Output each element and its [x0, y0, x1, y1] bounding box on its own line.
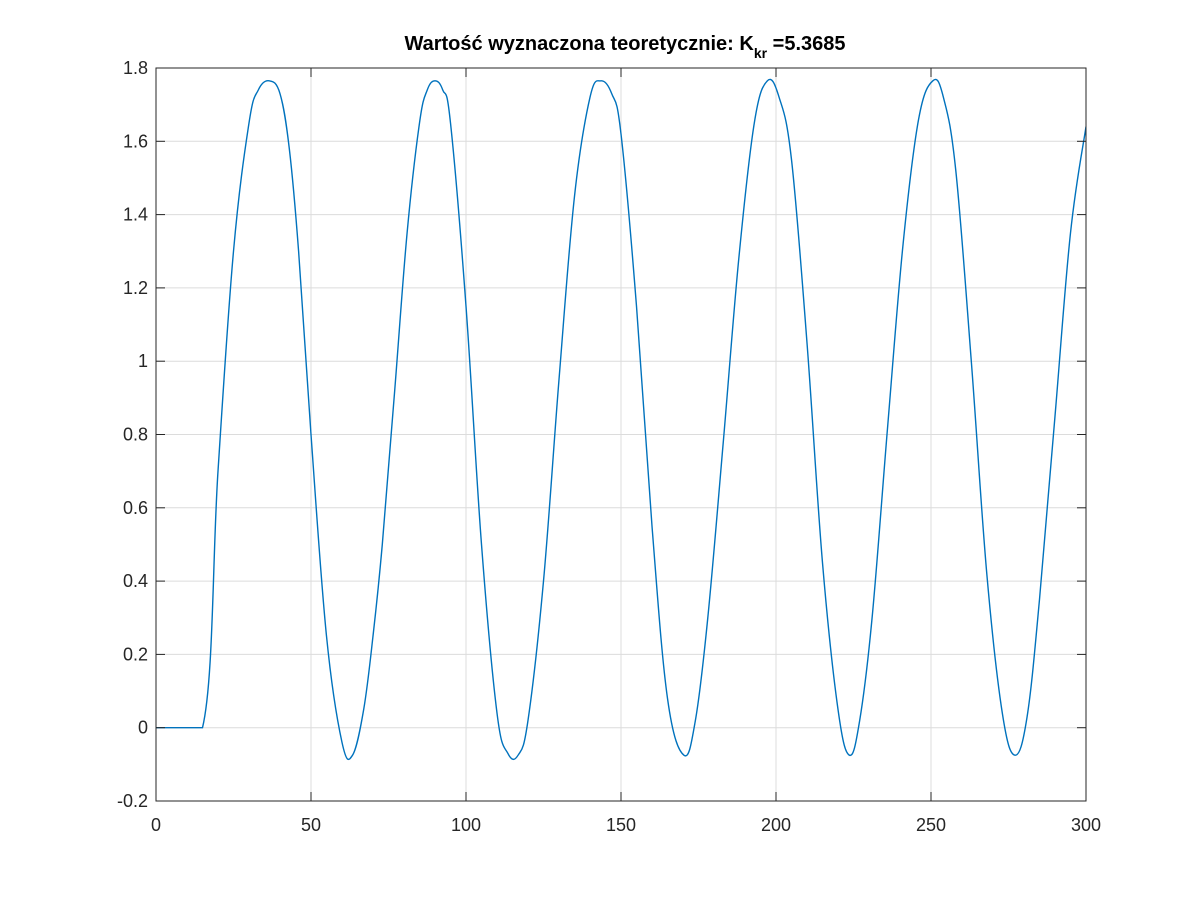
chart-title-suffix: =5.3685 — [767, 33, 845, 55]
chart-title-prefix: Wartość wyznaczona teoretycznie: K — [404, 33, 754, 55]
chart-title-subscript: kr — [754, 45, 768, 61]
y-tick-label: 1.6 — [123, 131, 148, 151]
x-tick-label: 200 — [761, 815, 791, 835]
y-tick-label: 0.2 — [123, 644, 148, 664]
tick-layer — [155, 67, 1087, 802]
y-tick-label: 1.8 — [123, 58, 148, 78]
grid-layer — [156, 68, 1086, 801]
x-tick-label: 100 — [451, 815, 481, 835]
y-tick-label: 0.4 — [123, 571, 148, 591]
x-tick-label: 50 — [301, 815, 321, 835]
y-tick-label: 1.4 — [123, 205, 148, 225]
y-tick-labels: -0.2 0 0.2 0.4 0.6 0.8 1 1.2 1.4 1.6 1.8 — [117, 58, 148, 811]
y-tick-label: -0.2 — [117, 791, 148, 811]
series-layer — [156, 78, 1086, 761]
x-tick-label: 300 — [1071, 815, 1101, 835]
y-tick-label: 0 — [138, 718, 148, 738]
y-tick-label: 1 — [138, 351, 148, 371]
y-tick-label: 1.2 — [123, 278, 148, 298]
series-line — [156, 78, 1086, 761]
y-tick-label: 0.8 — [123, 425, 148, 445]
chart-title: Wartość wyznaczona teoretycznie: Kkr =5.… — [404, 33, 845, 61]
x-tick-label: 150 — [606, 815, 636, 835]
x-tick-labels: 0 50 100 150 200 250 300 — [151, 815, 1101, 835]
x-tick-label: 0 — [151, 815, 161, 835]
y-tick-label: 0.6 — [123, 498, 148, 518]
x-tick-label: 250 — [916, 815, 946, 835]
